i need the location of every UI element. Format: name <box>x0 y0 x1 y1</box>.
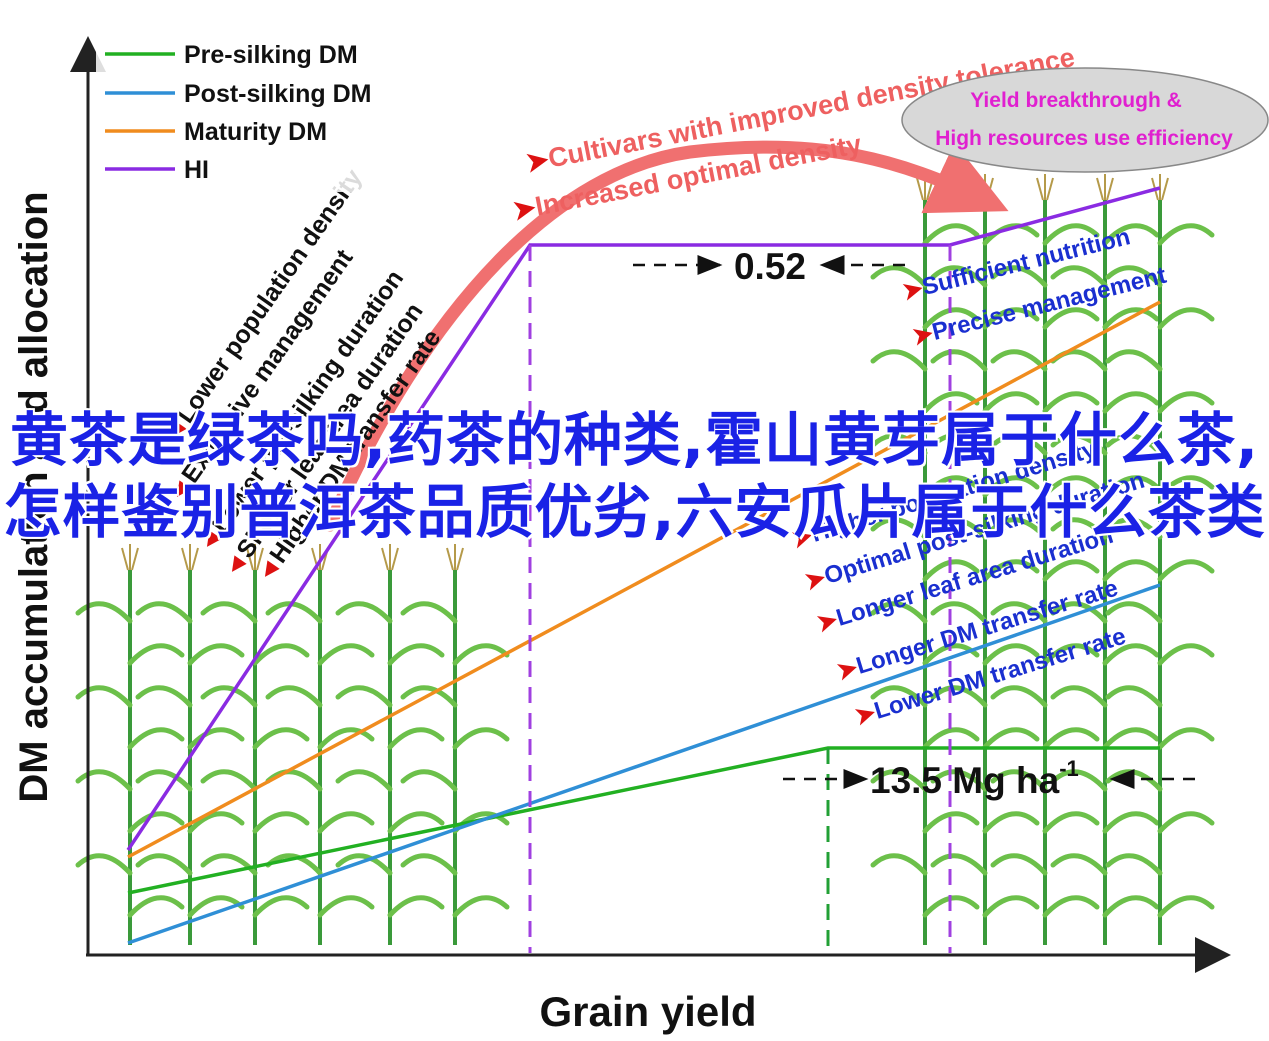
ellipse-line-2: High resources use efficiency <box>935 127 1233 150</box>
x-axis-title: Grain yield <box>539 988 756 1035</box>
yield-breakthrough-ellipse: Yield breakthrough & High resources use … <box>901 67 1269 173</box>
legend-label-maturity-dm: Maturity DM <box>184 118 327 146</box>
series-line-maturity-dm <box>127 300 1161 859</box>
legend-label-hi: HI <box>184 156 209 184</box>
ellipse-line-1: Yield breakthrough & <box>970 89 1182 112</box>
hi-value-label: 0.52 <box>734 246 806 287</box>
corn-plant <box>990 174 1100 945</box>
yield-value-callout: 13.5 Mg ha-1 <box>783 756 1195 801</box>
corn-plant <box>400 544 510 945</box>
corn-plant <box>930 174 1040 945</box>
series-line-post-silking-dm <box>127 583 1161 945</box>
corn-plant <box>75 544 185 945</box>
corn-plant <box>335 544 445 945</box>
legend: Pre-silking DM Post-silking DM Maturity … <box>96 34 421 192</box>
legend-label-post-silking-dm: Post-silking DM <box>184 80 372 108</box>
y-axis-title: DM accumulation and allocation <box>12 191 56 802</box>
hi-value-callout: 0.52 <box>633 246 905 287</box>
series-line-hi <box>126 186 1161 851</box>
legend-label-pre-silking-dm: Pre-silking DM <box>184 41 358 69</box>
corn-plant <box>1105 174 1215 945</box>
yield-value-label: 13.5 Mg ha-1 <box>870 756 1079 801</box>
left-factor-labels: ◄Lower population density◄Extensive mana… <box>157 164 447 588</box>
corn-plant <box>870 174 980 945</box>
density-improvement-arrow <box>323 140 1009 532</box>
corn-plant <box>1050 174 1160 945</box>
